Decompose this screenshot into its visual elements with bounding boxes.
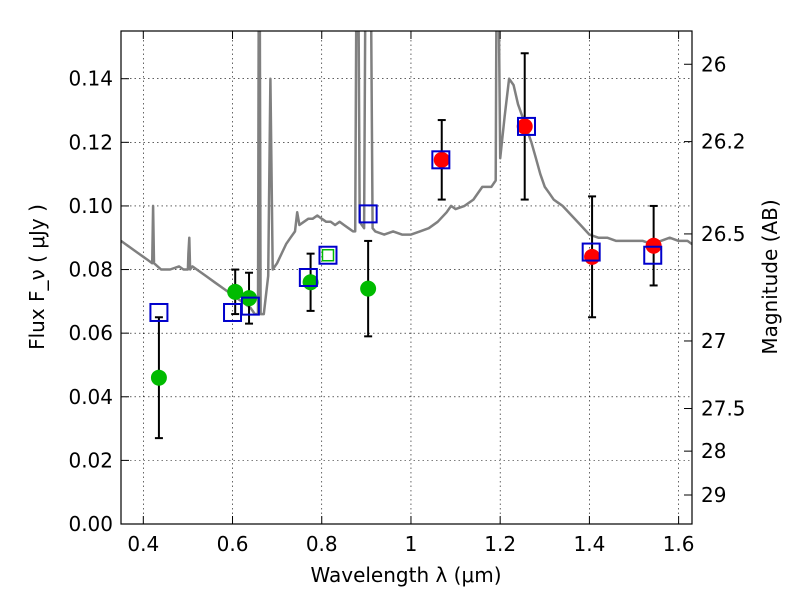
x-tick-label: 0.4 xyxy=(127,532,159,556)
x-tick-label: 1 xyxy=(405,532,418,556)
x-tick-label: 1.6 xyxy=(663,532,695,556)
y-right-tick-label: 27 xyxy=(701,329,726,353)
model-spectrum-line xyxy=(121,31,692,316)
y-axis-title: Flux F_ν ( μJy ) xyxy=(25,204,49,350)
model-photometry-square xyxy=(643,245,663,265)
model-photometry-square xyxy=(581,242,601,262)
x-tick-label: 0.6 xyxy=(217,532,249,556)
data-markers xyxy=(149,52,663,440)
x-tick-label: 1.4 xyxy=(573,532,605,556)
data-point xyxy=(302,274,319,291)
y-right-tick-label: 26.2 xyxy=(701,130,746,154)
tick-labels: 0.4 0.6 0.8 1 1.2 1.4 1.6 0.00 0.02 0.04 0.06 0.08 0… xyxy=(68,52,745,556)
model-photometry-square xyxy=(321,248,335,262)
y-tick-label: 0.10 xyxy=(68,194,113,218)
axis-ticks xyxy=(121,31,692,525)
y-tick-label: 0.04 xyxy=(68,385,113,409)
y-tick-label: 0.02 xyxy=(68,448,113,472)
data-point xyxy=(150,369,167,386)
y-right-axis-title: Magnitude (AB) xyxy=(758,199,782,354)
data-point xyxy=(645,237,662,254)
x-axis-title: Wavelength λ (μm) xyxy=(310,563,501,587)
model-photometry-square xyxy=(298,268,318,287)
y-tick-label: 0.08 xyxy=(68,258,113,282)
model-spectrum xyxy=(121,31,692,316)
y-right-tick-label: 26 xyxy=(701,52,726,76)
data-point xyxy=(584,248,601,265)
y-tick-label: 0.14 xyxy=(68,67,113,91)
x-tick-label: 0.8 xyxy=(306,532,338,556)
y-tick-label: 0.00 xyxy=(68,512,113,536)
x-tick-label: 1.2 xyxy=(484,532,516,556)
data-point xyxy=(360,280,377,297)
model-photometry-square xyxy=(358,204,378,224)
y-right-tick-label: 29 xyxy=(701,483,726,507)
data-point xyxy=(516,118,533,135)
grid-lines xyxy=(121,31,692,525)
y-right-tick-label: 28 xyxy=(701,439,726,463)
model-photometry-square xyxy=(431,150,451,170)
model-photometry-square xyxy=(318,245,338,265)
model-photometry-square xyxy=(149,302,169,322)
plot-frame xyxy=(120,30,693,525)
data-point xyxy=(433,151,450,168)
model-photometry-square xyxy=(240,296,260,316)
y-tick-label: 0.06 xyxy=(68,321,113,345)
y-right-tick-label: 27.5 xyxy=(701,397,746,421)
model-photometry-square xyxy=(516,116,536,136)
y-tick-label: 0.12 xyxy=(68,130,113,154)
y-right-tick-label: 26.5 xyxy=(701,222,746,246)
data-point xyxy=(227,283,244,300)
